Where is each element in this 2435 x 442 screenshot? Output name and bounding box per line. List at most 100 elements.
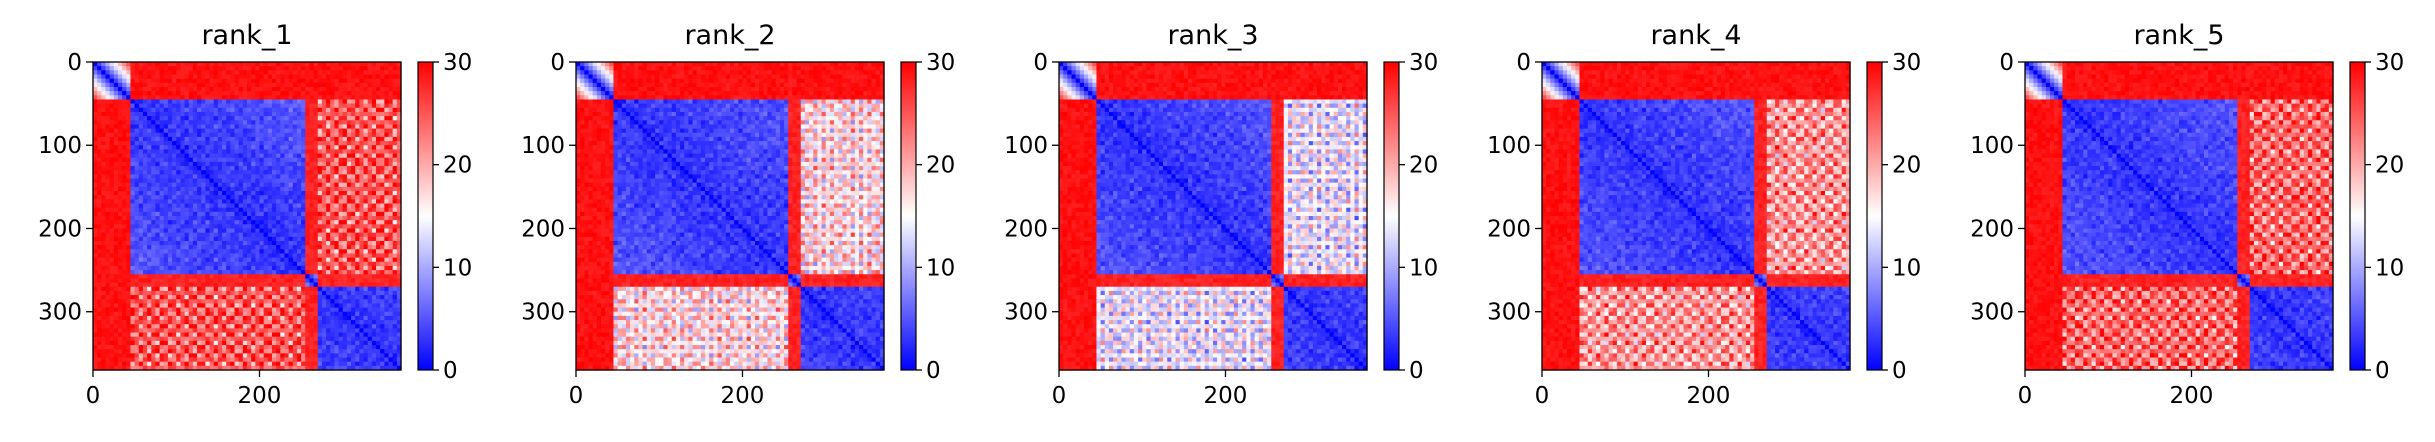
heatmap-cell — [189, 116, 194, 121]
heatmap-cell — [251, 87, 256, 92]
heatmap-cell — [309, 74, 314, 79]
heatmap-cell — [372, 87, 377, 92]
heatmap-cell — [110, 70, 115, 75]
heatmap-cell — [164, 87, 169, 92]
heatmap-cell — [326, 83, 331, 88]
heatmap-cell — [143, 133, 148, 138]
heatmap-cell — [297, 129, 302, 134]
heatmap-cell — [255, 70, 260, 75]
heatmap-cell — [355, 129, 360, 134]
heatmap-cell — [93, 104, 98, 109]
heatmap-cell — [243, 79, 248, 84]
heatmap-cell — [205, 95, 210, 100]
heatmap-cell — [364, 95, 369, 100]
heatmap-cell — [139, 70, 144, 75]
heatmap-cell — [147, 120, 152, 125]
heatmap-cell — [101, 66, 106, 71]
heatmap-cell — [214, 91, 219, 96]
heatmap-cell — [251, 116, 256, 121]
heatmap-cell — [343, 108, 348, 113]
heatmap-cell — [180, 79, 185, 84]
heatmap-cell — [147, 87, 152, 92]
heatmap-cell — [193, 62, 198, 67]
heatmap-cell — [110, 95, 115, 100]
heatmap-cell — [393, 99, 398, 104]
heatmap-cell — [164, 120, 169, 125]
heatmap-cell — [210, 120, 215, 125]
heatmap-cell — [222, 104, 227, 109]
heatmap-cell — [301, 95, 306, 100]
heatmap-cell — [205, 112, 210, 117]
heatmap-cell — [160, 112, 165, 117]
heatmap-cell — [135, 108, 140, 113]
heatmap-cell — [251, 99, 256, 104]
heatmap-cell — [276, 79, 281, 84]
heatmap-cell — [243, 108, 248, 113]
heatmap-cell — [151, 112, 156, 117]
heatmap-cell — [334, 124, 339, 129]
heatmap-cell — [255, 62, 260, 67]
heatmap-cell — [126, 133, 131, 138]
heatmap-cell — [243, 95, 248, 100]
heatmap-cell — [276, 95, 281, 100]
heatmap-cell — [135, 133, 140, 138]
heatmap-cell — [255, 124, 260, 129]
heatmap-cell — [193, 87, 198, 92]
heatmap-cell — [160, 104, 165, 109]
heatmap-cell — [226, 66, 231, 71]
heatmap-cell — [180, 99, 185, 104]
heatmap-cell — [309, 112, 314, 117]
heatmap-cell — [205, 83, 210, 88]
heatmap-cell — [280, 70, 285, 75]
heatmap-cell — [139, 95, 144, 100]
heatmap-cell — [180, 62, 185, 67]
heatmap-cell — [114, 129, 119, 134]
heatmap-cell — [380, 74, 385, 79]
heatmap-cell — [239, 133, 244, 138]
heatmap-cell — [164, 70, 169, 75]
heatmap-cell — [297, 95, 302, 100]
heatmap-cell — [93, 112, 98, 117]
heatmap-cell — [126, 99, 131, 104]
heatmap-cell — [330, 91, 335, 96]
heatmap-cell — [326, 116, 331, 121]
heatmap-cell — [205, 62, 210, 67]
heatmap-cell — [334, 79, 339, 84]
heatmap-cell — [322, 108, 327, 113]
heatmap-cell — [339, 120, 344, 125]
heatmap-cell — [197, 62, 202, 67]
heatmap-cell — [143, 120, 148, 125]
heatmap-cell — [330, 112, 335, 117]
panels: rank_101002003000 2000102030rank_20100200… — [38, 20, 2404, 409]
heatmap-cell — [293, 83, 298, 88]
heatmap-cell — [164, 108, 169, 113]
heatmap-cell — [126, 120, 131, 125]
heatmap-cell — [105, 124, 110, 129]
heatmap-cell — [180, 91, 185, 96]
heatmap-cell — [185, 91, 190, 96]
heatmap-cell — [218, 87, 223, 92]
heatmap-cell — [372, 133, 377, 138]
heatmap-cell — [130, 74, 135, 79]
heatmap-cell — [259, 70, 264, 75]
heatmap-cell — [380, 124, 385, 129]
heatmap-cell — [289, 116, 294, 121]
heatmap-cell — [272, 95, 277, 100]
heatmap-cell — [139, 133, 144, 138]
heatmap-cell — [189, 133, 194, 138]
heatmap-cell — [326, 112, 331, 117]
heatmap-cell — [139, 124, 144, 129]
heatmap-cell — [343, 91, 348, 96]
heatmap-cell — [114, 99, 119, 104]
heatmap-cell — [201, 124, 206, 129]
heatmap-cell — [297, 133, 302, 138]
heatmap-cell — [280, 87, 285, 92]
heatmap-cell — [155, 124, 160, 129]
heatmap-cell — [293, 120, 298, 125]
heatmap-cell — [301, 129, 306, 134]
heatmap-cell — [380, 70, 385, 75]
heatmap-cell — [114, 91, 119, 96]
heatmap-cell — [289, 62, 294, 67]
heatmap-cell — [226, 83, 231, 88]
heatmap-cell — [235, 124, 240, 129]
